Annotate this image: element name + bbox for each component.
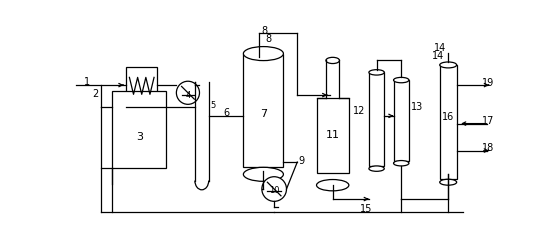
Ellipse shape: [244, 47, 283, 61]
Text: 9: 9: [299, 156, 305, 165]
Text: 1: 1: [84, 77, 90, 87]
Bar: [394, 80, 409, 161]
Text: 19: 19: [482, 78, 494, 88]
Circle shape: [262, 177, 287, 201]
Bar: [112, 91, 166, 168]
Text: 5: 5: [211, 101, 216, 110]
Ellipse shape: [244, 167, 283, 181]
Text: 13: 13: [410, 102, 423, 112]
Text: 2: 2: [92, 89, 98, 99]
Bar: [244, 54, 283, 167]
Text: 3: 3: [136, 132, 143, 143]
Text: 17: 17: [482, 116, 494, 126]
Text: 15: 15: [360, 204, 373, 214]
Text: 8: 8: [262, 26, 268, 36]
Ellipse shape: [369, 166, 384, 171]
Bar: [369, 72, 384, 166]
Text: 4: 4: [186, 91, 191, 100]
Bar: [440, 65, 456, 179]
Text: 10: 10: [269, 186, 279, 195]
Ellipse shape: [394, 161, 409, 166]
Text: 6: 6: [223, 108, 229, 118]
Circle shape: [177, 81, 200, 104]
Ellipse shape: [440, 179, 456, 185]
Text: 11: 11: [326, 130, 340, 140]
Text: 12: 12: [354, 106, 366, 116]
Bar: [317, 98, 349, 173]
Ellipse shape: [369, 70, 384, 75]
Ellipse shape: [394, 77, 409, 83]
Ellipse shape: [317, 180, 349, 191]
Text: 16: 16: [442, 112, 454, 123]
Text: 18: 18: [482, 143, 494, 153]
Text: 8: 8: [266, 34, 272, 44]
Bar: [126, 67, 157, 107]
Text: 7: 7: [260, 109, 267, 119]
Text: 14: 14: [432, 51, 444, 61]
Ellipse shape: [440, 62, 456, 68]
Text: 14: 14: [433, 43, 446, 53]
Ellipse shape: [326, 57, 339, 63]
